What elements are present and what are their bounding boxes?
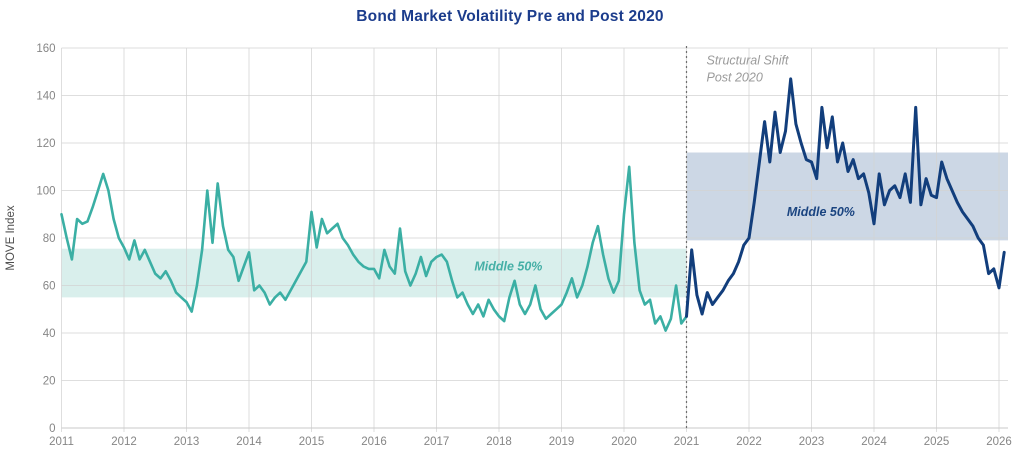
x-tick-label: 2017 <box>424 436 450 448</box>
x-tick-label: 2020 <box>611 436 637 448</box>
x-tick-label: 2018 <box>486 436 512 448</box>
x-tick-label: 2023 <box>799 436 825 448</box>
x-tick-label: 2013 <box>174 436 200 448</box>
y-tick-label: 60 <box>43 281 56 293</box>
x-tick-label: 2024 <box>861 436 887 448</box>
x-tick-label: 2016 <box>361 436 387 448</box>
y-tick-label: 140 <box>36 91 55 103</box>
y-tick-label: 100 <box>36 186 55 198</box>
x-tick-label: 2012 <box>111 436 137 448</box>
y-tick-label: 80 <box>43 233 56 245</box>
x-tick-label: 2022 <box>736 436 762 448</box>
y-tick-label: 120 <box>36 138 55 150</box>
x-tick-label: 2025 <box>924 436 950 448</box>
y-tick-label: 0 <box>49 423 55 435</box>
x-tick-label: 2015 <box>299 436 325 448</box>
x-tick-label: 2014 <box>236 436 262 448</box>
structural-shift-note: Structural Shift Post 2020 <box>707 54 790 85</box>
pre-2020-middle50-label: Middle 50% <box>474 260 542 274</box>
x-tick-label: 2019 <box>549 436 575 448</box>
y-tick-label: 160 <box>36 43 55 55</box>
x-tick-label: 2021 <box>674 436 700 448</box>
x-tick-label: 2011 <box>49 436 74 448</box>
y-tick-label: 20 <box>43 376 56 388</box>
post-2020-middle50-label: Middle 50% <box>787 205 855 219</box>
y-axis-label: MOVE Index <box>5 205 17 271</box>
y-tick-label: 40 <box>43 328 56 340</box>
post-2020-line <box>685 77 1006 318</box>
chart-title: Bond Market Volatility Pre and Post 2020 <box>356 8 664 25</box>
x-tick-label: 2026 <box>986 436 1012 448</box>
pre-2020-line <box>60 165 688 332</box>
